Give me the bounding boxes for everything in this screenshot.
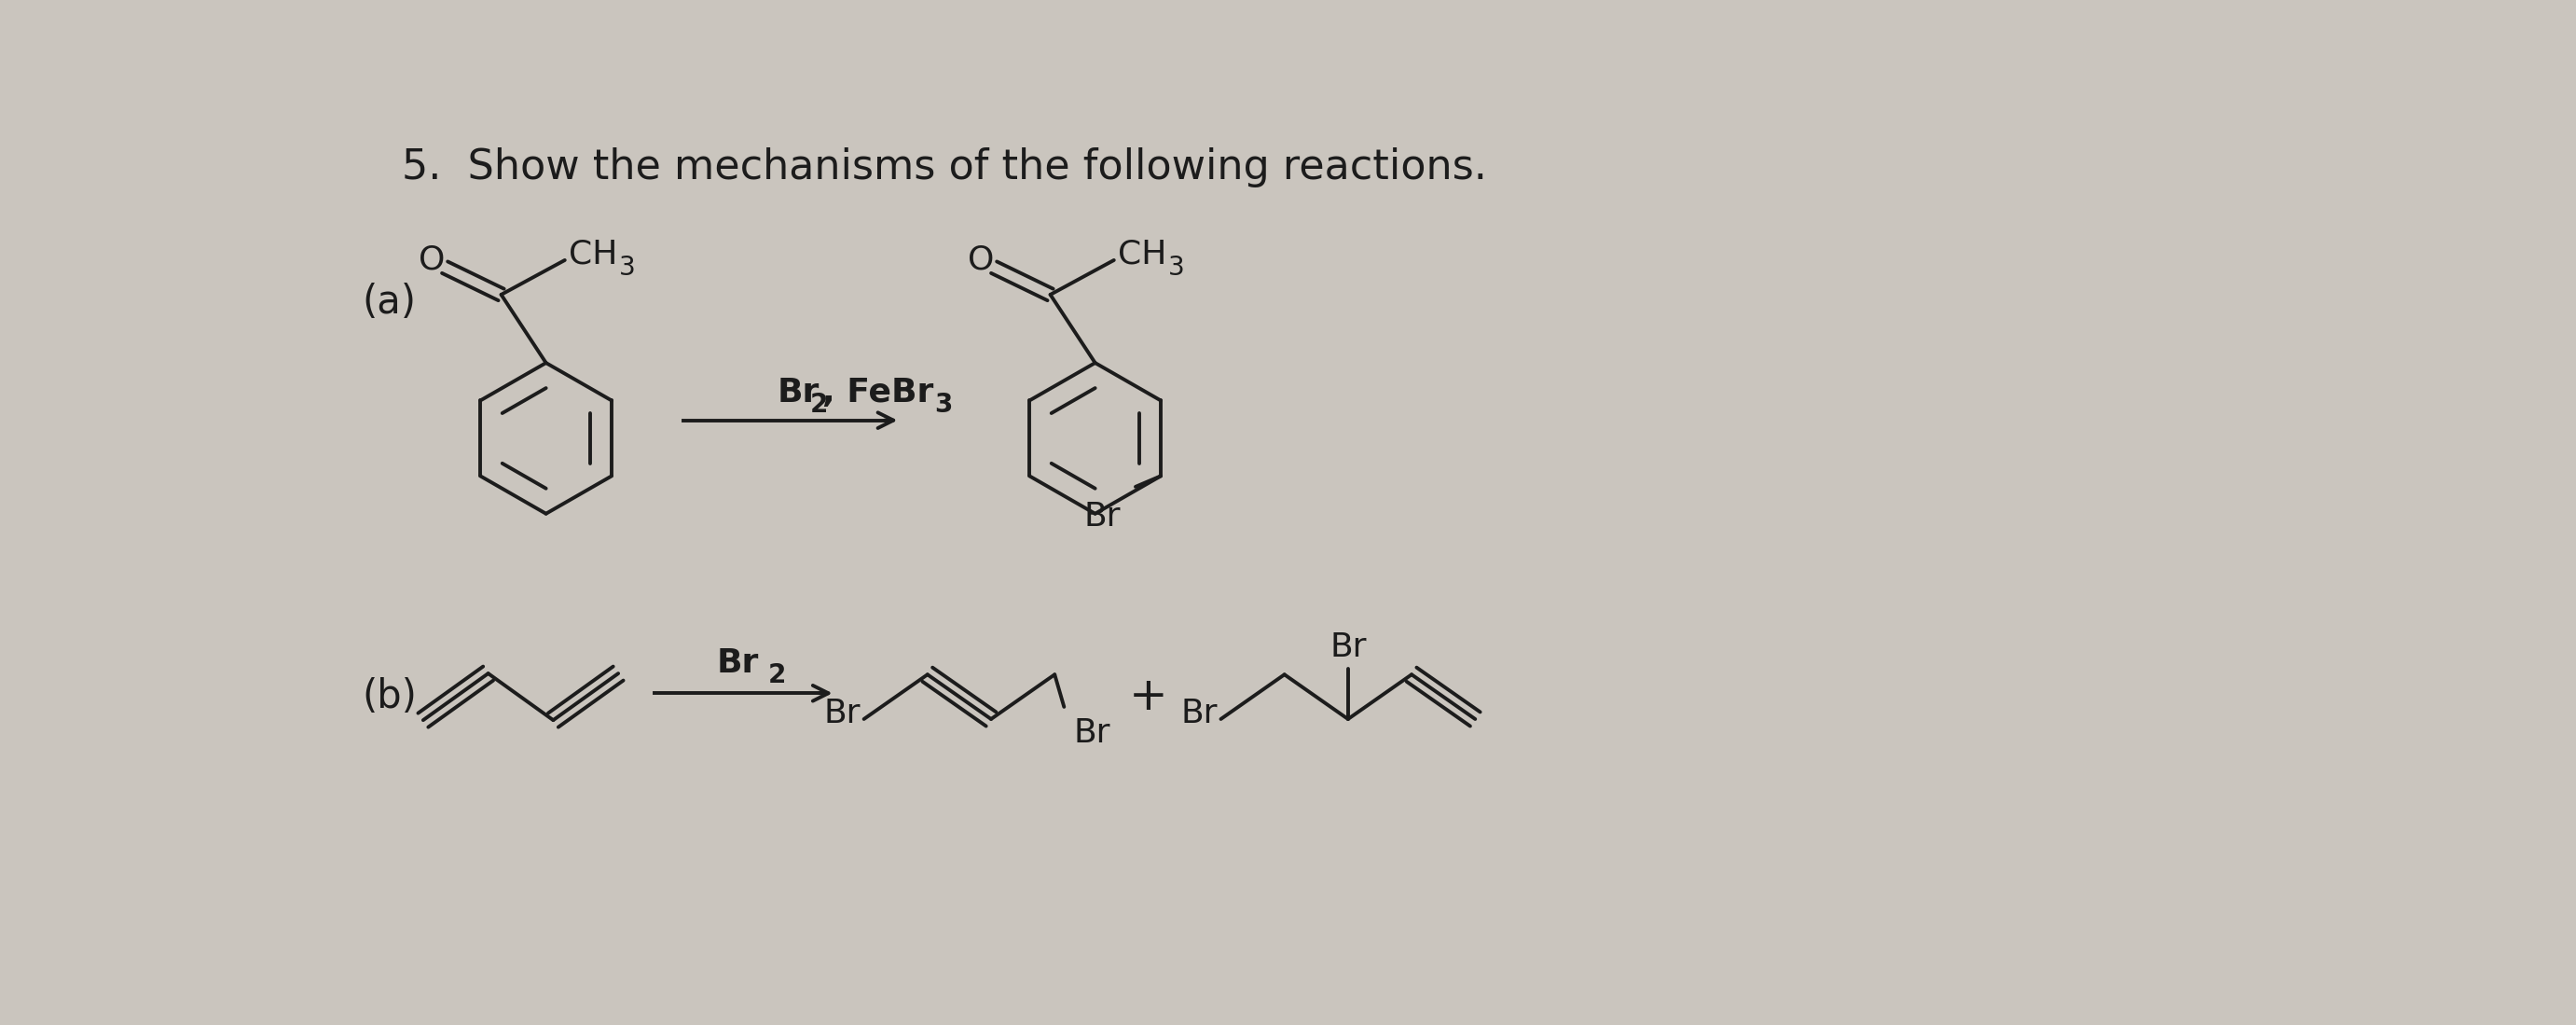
Text: O: O (969, 244, 994, 276)
Text: 3: 3 (935, 392, 953, 417)
Text: Br: Br (1180, 697, 1218, 729)
Text: 3: 3 (1167, 254, 1185, 281)
Text: Br: Br (824, 697, 860, 729)
Text: 3: 3 (618, 254, 636, 281)
Text: Br: Br (778, 377, 819, 409)
Text: , FeBr: , FeBr (822, 377, 933, 409)
Text: Br: Br (1074, 718, 1110, 749)
Text: 2: 2 (809, 392, 827, 417)
Text: O: O (417, 244, 446, 276)
Text: 5.  Show the mechanisms of the following reactions.: 5. Show the mechanisms of the following … (402, 148, 1486, 188)
Text: (a): (a) (361, 282, 415, 322)
Text: Br: Br (716, 647, 757, 679)
Text: CH: CH (569, 239, 618, 271)
Text: +: + (1128, 674, 1167, 720)
Text: (b): (b) (361, 678, 417, 716)
Text: Br: Br (1084, 500, 1121, 532)
Text: 2: 2 (768, 662, 786, 689)
Text: Br: Br (1329, 631, 1365, 663)
Text: CH: CH (1118, 239, 1167, 271)
